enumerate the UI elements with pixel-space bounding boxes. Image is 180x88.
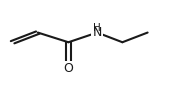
Text: N: N bbox=[93, 26, 102, 39]
Text: H: H bbox=[93, 23, 101, 33]
Text: O: O bbox=[64, 62, 73, 75]
